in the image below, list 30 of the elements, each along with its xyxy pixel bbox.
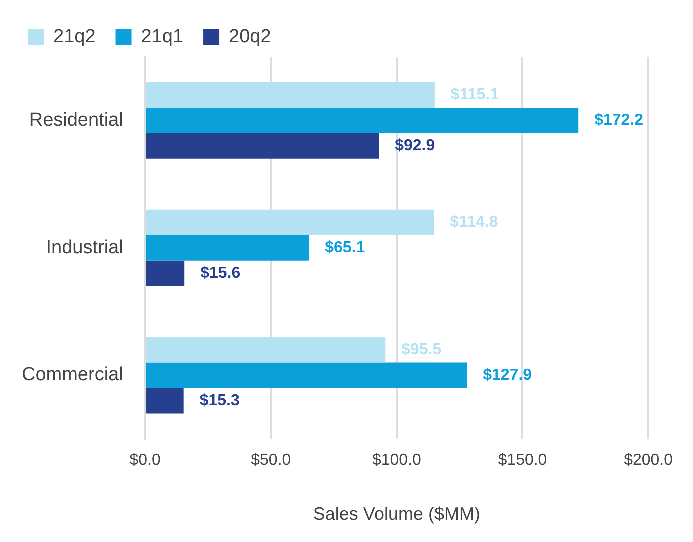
data-label: $172.2	[594, 112, 644, 130]
bar	[146, 235, 310, 261]
bar	[146, 362, 468, 388]
x-axis-title: Sales Volume ($MM)	[313, 504, 480, 524]
x-tick-label: $0.0	[130, 452, 162, 470]
legend-label: 20q2	[229, 26, 272, 48]
y-tick-label: Commercial	[22, 364, 124, 386]
bar	[146, 133, 380, 159]
legend-label: 21q1	[141, 26, 184, 48]
data-label: $15.6	[200, 264, 241, 282]
bar	[146, 337, 386, 363]
data-label: $92.9	[395, 138, 436, 155]
data-label: $65.1	[325, 240, 366, 257]
data-label: $95.5	[402, 341, 442, 358]
x-tick-label: $50.0	[251, 452, 292, 470]
data-label: $114.8	[450, 214, 498, 232]
data-label: $15.3	[200, 392, 240, 410]
data-label: $115.1	[450, 86, 500, 104]
x-tick-label: $200.0	[624, 452, 674, 470]
data-label: $127.9	[483, 366, 532, 384]
y-tick-label: Residential	[29, 110, 124, 131]
bar	[146, 82, 435, 108]
bar	[146, 210, 434, 236]
bar	[146, 260, 185, 286]
x-tick-label: $100.0	[372, 452, 422, 470]
y-tick-label: Industrial	[46, 237, 124, 258]
bar	[146, 388, 184, 414]
bar	[146, 108, 579, 134]
x-tick-label: $150.0	[498, 452, 548, 470]
legend-label: 21q2	[54, 26, 96, 48]
